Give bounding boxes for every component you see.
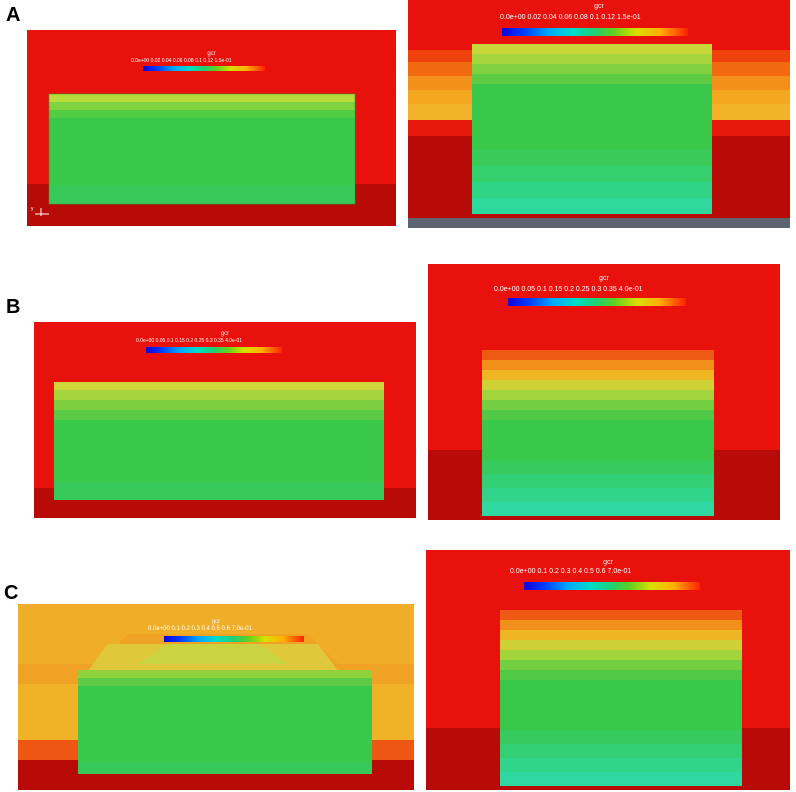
colorbar-gradient	[143, 66, 265, 71]
panel-a-right-field	[408, 0, 790, 228]
panel-a-left-field	[27, 30, 396, 226]
axis-label: y	[31, 206, 34, 212]
colorbar-ticks: 0.0e+00 0.05 0.1 0.15 0.2 0.25 0.3 0.35 …	[136, 338, 243, 344]
panel-b-right-field	[428, 264, 780, 520]
panel-a-right-colorbar: gcr	[408, 2, 790, 11]
colorbar-ticks: 0.0e+00 0.02 0.04 0.06 0.08 0.1 0.12 1.5…	[500, 14, 641, 21]
colorbar-ticks: 0.0e+00 0.02 0.04 0.06 0.08 0.1 0.12 1.5…	[131, 58, 232, 64]
colorbar-ticks: 0.0e+00 0.05 0.1 0.15 0.2 0.25 0.3 0.35 …	[494, 286, 643, 293]
panel-c-right-colorbar: gcr	[426, 558, 790, 567]
panel-b-right-plot: gcr 0.0e+00 0.05 0.1 0.15 0.2 0.25 0.3 0…	[428, 264, 780, 520]
colorbar-title: gcr	[594, 3, 604, 10]
colorbar-title: gcr	[211, 619, 221, 625]
panel-c-left-field	[18, 604, 414, 790]
panel-b-right-colorbar: gcr	[428, 274, 780, 283]
panel-c-left-plot: gcr 0.0e+00 0.1 0.2 0.3 0.4 0.5 0.6 7.0e…	[18, 604, 414, 790]
panel-a-left-colorbar: gcr	[27, 50, 396, 59]
colorbar-gradient	[146, 347, 282, 353]
colorbar-title: gcr	[599, 275, 609, 282]
colorbar-title: gcr	[207, 51, 216, 57]
panel-b-left-colorbar: gcr	[34, 330, 416, 339]
panel-a-right-plot: gcr 0.0e+00 0.02 0.04 0.06 0.08 0.1 0.12…	[408, 0, 790, 228]
colorbar-title: gcr	[603, 559, 613, 566]
panel-b-left-plot: gcr 0.0e+00 0.05 0.1 0.15 0.2 0.25 0.3 0…	[34, 322, 416, 518]
colorbar-gradient	[502, 28, 688, 36]
panel-b-left-field	[34, 322, 416, 518]
panel-a-left-plot: gcr 0.0e+00 0.02 0.04 0.06 0.08 0.1 0.12…	[27, 30, 396, 226]
colorbar-gradient	[508, 298, 686, 306]
panel-c-left-colorbar: gcr	[18, 618, 414, 627]
panel-label-a: A	[6, 4, 21, 26]
panel-c-right-plot: gcr 0.0e+00 0.1 0.2 0.3 0.4 0.5 0.6 7.0e…	[426, 550, 790, 790]
colorbar-ticks: 0.0e+00 0.1 0.2 0.3 0.4 0.5 0.6 7.0e-01	[148, 626, 252, 632]
colorbar-ticks: 0.0e+00 0.1 0.2 0.3 0.4 0.5 0.6 7.0e-01	[510, 568, 632, 575]
colorbar-title: gcr	[220, 331, 230, 337]
colorbar-gradient	[524, 582, 700, 590]
panel-c-right-field	[426, 550, 790, 790]
panel-label-c: C	[4, 582, 19, 604]
panel-label-b: B	[6, 296, 21, 318]
colorbar-gradient	[164, 636, 304, 642]
